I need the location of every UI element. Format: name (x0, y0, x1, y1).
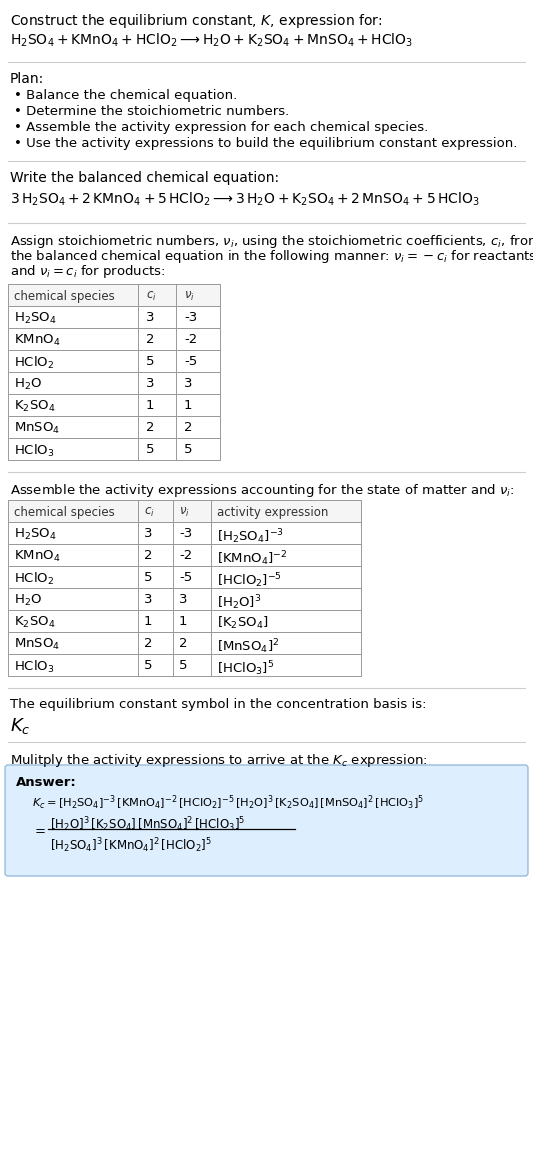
Text: $[\mathrm{H_2SO_4}]^{-3}$: $[\mathrm{H_2SO_4}]^{-3}$ (217, 527, 284, 546)
Text: $\mathrm{HClO_3}$: $\mathrm{HClO_3}$ (14, 443, 54, 459)
Text: 1: 1 (146, 399, 155, 411)
Text: • Use the activity expressions to build the equilibrium constant expression.: • Use the activity expressions to build … (14, 137, 518, 150)
Text: $=$: $=$ (32, 823, 46, 836)
Bar (8, 566, 361, 588)
Text: $[\mathrm{K_2SO_4}]$: $[\mathrm{K_2SO_4}]$ (217, 615, 269, 632)
Text: $\nu_i$: $\nu_i$ (184, 290, 195, 304)
Text: 2: 2 (146, 333, 155, 347)
Text: $\mathrm{H_2O}$: $\mathrm{H_2O}$ (14, 377, 42, 392)
Bar (8, 416, 220, 438)
FancyBboxPatch shape (5, 765, 528, 876)
Text: The equilibrium constant symbol in the concentration basis is:: The equilibrium constant symbol in the c… (10, 698, 426, 710)
Text: $K_c = [\mathrm{H_2SO_4}]^{-3}\,[\mathrm{KMnO_4}]^{-2}\,[\mathrm{HClO_2}]^{-5}\,: $K_c = [\mathrm{H_2SO_4}]^{-3}\,[\mathrm… (32, 794, 424, 812)
Text: $[\mathrm{H_2O}]^3\,[\mathrm{K_2SO_4}]\,[\mathrm{MnSO_4}]^2\,[\mathrm{HClO_3}]^5: $[\mathrm{H_2O}]^3\,[\mathrm{K_2SO_4}]\,… (50, 815, 245, 833)
Text: $[\mathrm{KMnO_4}]^{-2}$: $[\mathrm{KMnO_4}]^{-2}$ (217, 549, 287, 568)
Text: $K_c$: $K_c$ (10, 716, 30, 736)
Text: $\mathrm{K_2SO_4}$: $\mathrm{K_2SO_4}$ (14, 615, 55, 630)
Text: Write the balanced chemical equation:: Write the balanced chemical equation: (10, 172, 279, 185)
Text: $[\mathrm{H_2O}]^{3}$: $[\mathrm{H_2O}]^{3}$ (217, 593, 261, 612)
Text: $\mathrm{H_2SO_4}$: $\mathrm{H_2SO_4}$ (14, 527, 56, 542)
Text: 5: 5 (146, 355, 155, 369)
Text: 3: 3 (146, 311, 155, 325)
Text: 5: 5 (144, 659, 152, 672)
Text: chemical species: chemical species (14, 290, 115, 302)
Bar (8, 500, 361, 522)
Text: 3: 3 (179, 593, 188, 606)
Text: $\mathrm{H_2SO_4}$: $\mathrm{H_2SO_4}$ (14, 311, 56, 326)
Text: 2: 2 (179, 637, 188, 650)
Text: 3: 3 (144, 593, 152, 606)
Text: 5: 5 (146, 443, 155, 455)
Text: 3: 3 (184, 377, 192, 389)
Text: 2: 2 (144, 637, 152, 650)
Bar (8, 544, 361, 566)
Text: • Determine the stoichiometric numbers.: • Determine the stoichiometric numbers. (14, 105, 289, 118)
Text: $\mathrm{3\,H_2SO_4 + 2\,KMnO_4 + 5\,HClO_2 \longrightarrow 3\,H_2O + K_2SO_4 + : $\mathrm{3\,H_2SO_4 + 2\,KMnO_4 + 5\,HCl… (10, 191, 480, 209)
Bar (8, 306, 220, 328)
Text: • Assemble the activity expression for each chemical species.: • Assemble the activity expression for e… (14, 121, 428, 134)
Text: $\nu_i$: $\nu_i$ (179, 506, 190, 519)
Text: -3: -3 (184, 311, 197, 325)
Text: $\mathrm{MnSO_4}$: $\mathrm{MnSO_4}$ (14, 637, 60, 653)
Text: 3: 3 (146, 377, 155, 389)
Text: $\mathrm{K_2SO_4}$: $\mathrm{K_2SO_4}$ (14, 399, 55, 414)
Text: Assign stoichiometric numbers, $\nu_i$, using the stoichiometric coefficients, $: Assign stoichiometric numbers, $\nu_i$, … (10, 233, 533, 250)
Text: activity expression: activity expression (217, 506, 328, 519)
Text: 2: 2 (144, 549, 152, 562)
Text: and $\nu_i = c_i$ for products:: and $\nu_i = c_i$ for products: (10, 263, 166, 280)
Text: $c_i$: $c_i$ (146, 290, 157, 304)
Text: Mulitply the activity expressions to arrive at the $K_c$ expression:: Mulitply the activity expressions to arr… (10, 752, 428, 770)
Text: $\mathrm{H_2SO_4 + KMnO_4 + HClO_2 \longrightarrow H_2O + K_2SO_4 + MnSO_4 + HCl: $\mathrm{H_2SO_4 + KMnO_4 + HClO_2 \long… (10, 32, 413, 50)
Text: -5: -5 (184, 355, 197, 369)
Bar (8, 632, 361, 654)
Text: 5: 5 (184, 443, 192, 455)
Bar (8, 610, 361, 632)
Bar (8, 588, 361, 610)
Text: Assemble the activity expressions accounting for the state of matter and $\nu_i$: Assemble the activity expressions accoun… (10, 482, 515, 500)
Text: $\mathrm{KMnO_4}$: $\mathrm{KMnO_4}$ (14, 549, 60, 564)
Text: $\mathrm{HClO_2}$: $\mathrm{HClO_2}$ (14, 355, 54, 371)
Text: Plan:: Plan: (10, 72, 44, 86)
Text: chemical species: chemical species (14, 506, 115, 519)
Text: Answer:: Answer: (16, 777, 77, 789)
Text: $[\mathrm{MnSO_4}]^{2}$: $[\mathrm{MnSO_4}]^{2}$ (217, 637, 279, 656)
Text: Construct the equilibrium constant, $K$, expression for:: Construct the equilibrium constant, $K$,… (10, 12, 383, 30)
Text: $[\mathrm{HClO_3}]^{5}$: $[\mathrm{HClO_3}]^{5}$ (217, 659, 274, 678)
Text: 3: 3 (144, 527, 152, 540)
Bar (8, 394, 220, 416)
Text: $c_i$: $c_i$ (144, 506, 155, 519)
Text: $[\mathrm{H_2SO_4}]^3\,[\mathrm{KMnO_4}]^2\,[\mathrm{HClO_2}]^5$: $[\mathrm{H_2SO_4}]^3\,[\mathrm{KMnO_4}]… (50, 836, 212, 854)
Bar (8, 350, 220, 372)
Text: 5: 5 (179, 659, 188, 672)
Text: 1: 1 (179, 615, 188, 628)
Text: 1: 1 (144, 615, 152, 628)
Text: $\mathrm{HClO_2}$: $\mathrm{HClO_2}$ (14, 571, 54, 588)
Bar (8, 372, 220, 394)
Text: 2: 2 (184, 421, 192, 433)
Text: 1: 1 (184, 399, 192, 411)
Text: $\mathrm{MnSO_4}$: $\mathrm{MnSO_4}$ (14, 421, 60, 436)
Bar (8, 522, 361, 544)
Text: -2: -2 (179, 549, 192, 562)
Text: 5: 5 (144, 571, 152, 584)
Text: • Balance the chemical equation.: • Balance the chemical equation. (14, 89, 237, 102)
Text: -2: -2 (184, 333, 197, 347)
Text: $\mathrm{KMnO_4}$: $\mathrm{KMnO_4}$ (14, 333, 60, 348)
Bar (8, 654, 361, 676)
Text: the balanced chemical equation in the following manner: $\nu_i = -c_i$ for react: the balanced chemical equation in the fo… (10, 248, 533, 265)
Text: -3: -3 (179, 527, 192, 540)
Text: $\mathrm{H_2O}$: $\mathrm{H_2O}$ (14, 593, 42, 608)
Text: $[\mathrm{HClO_2}]^{-5}$: $[\mathrm{HClO_2}]^{-5}$ (217, 571, 282, 590)
Text: -5: -5 (179, 571, 192, 584)
Bar (8, 284, 220, 306)
Bar (8, 328, 220, 350)
Text: $\mathrm{HClO_3}$: $\mathrm{HClO_3}$ (14, 659, 54, 675)
Bar (8, 438, 220, 460)
Text: 2: 2 (146, 421, 155, 433)
